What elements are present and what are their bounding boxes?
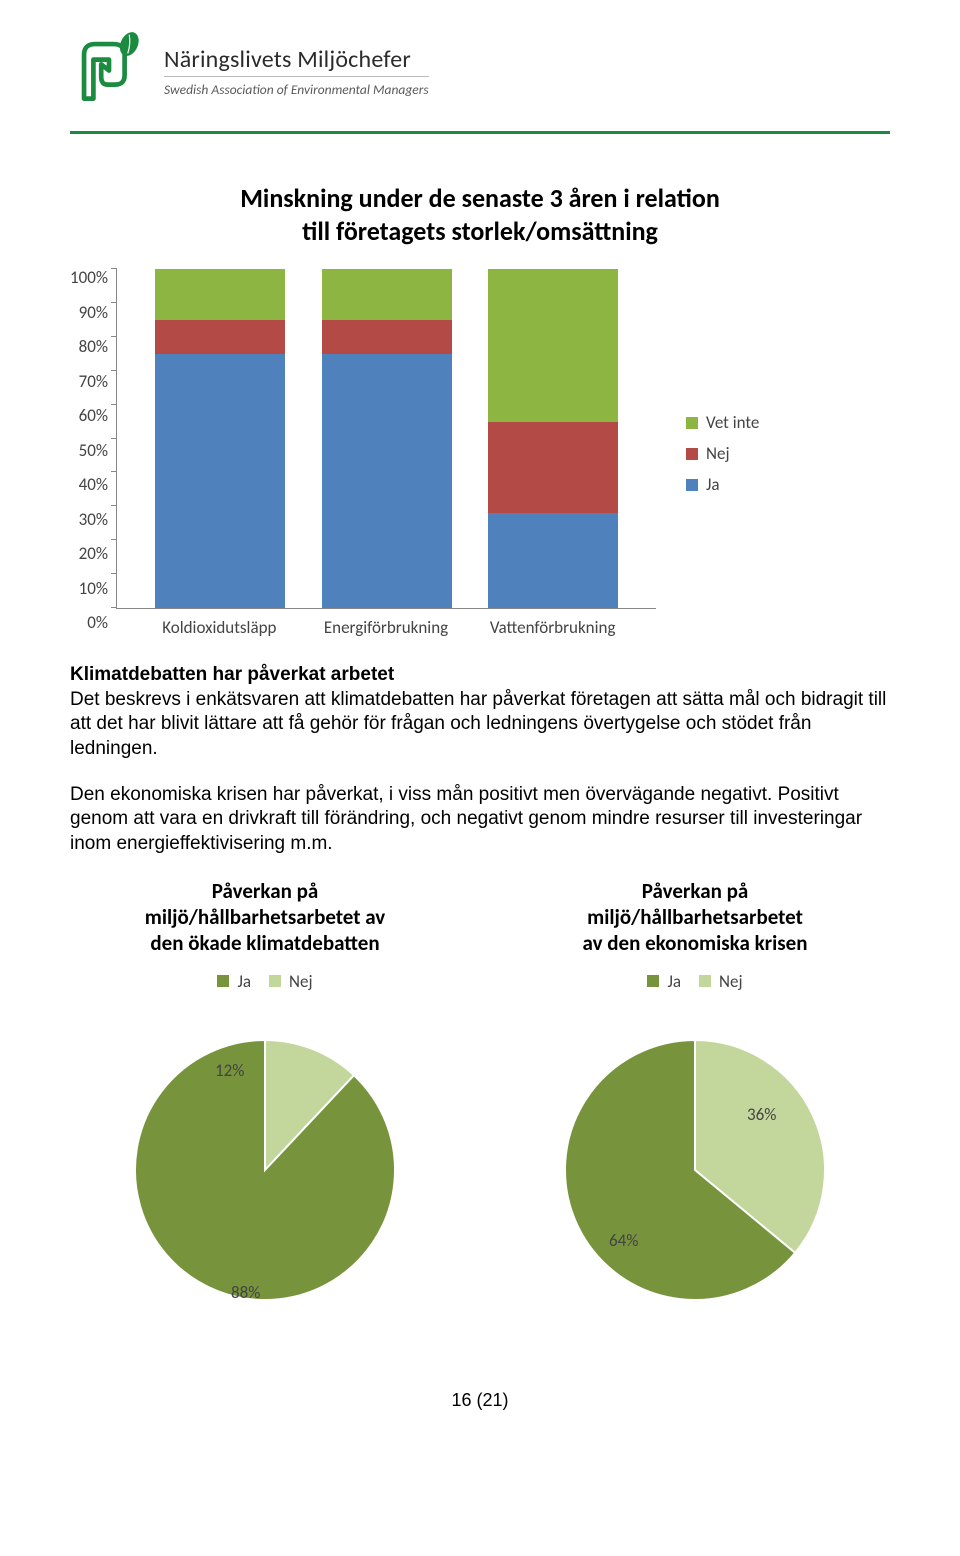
pie-klimat-svg: 12% 88% [115,1020,415,1320]
pie-kris-legend: Ja Nej [500,971,890,992]
pie-label-nej: 12% [215,1060,244,1081]
bar-chart-x-axis: Koldioxidutsläpp Energiförbrukning Vattenf… [116,609,656,638]
y-tick-label: 50% [70,442,108,459]
pie-charts-row: Påverkan på miljö/hållbarhetsarbetet av … [70,878,890,1320]
legend-ja-label: Ja [667,971,681,992]
x-tick-label: Vattenförbrukning [488,617,618,638]
org-subtitle: Swedish Association of Environmental Man… [164,76,429,98]
y-tick-label: 20% [70,545,108,562]
legend-item: Ja [686,474,759,495]
y-tick-label: 90% [70,304,108,321]
y-tick-label: 70% [70,373,108,390]
legend-label: Ja [706,474,720,495]
bar-segment [488,269,618,422]
legend-item: Vet inte [686,412,759,433]
pie-label-nej: 36% [747,1104,776,1125]
bar-chart-title-line1: Minskning under de senaste 3 åren i rela… [240,182,720,214]
legend-nej: Nej [699,971,743,992]
y-tick-label: 30% [70,511,108,528]
legend-nej-label: Nej [289,971,313,992]
header: Näringslivets Miljöchefer Swedish Associ… [70,30,890,131]
org-title: Näringslivets Miljöchefer [164,45,429,74]
pie-klimat-title: Påverkan på miljö/hållbarhetsarbetet av … [100,878,430,957]
pie-klimat-title-l3: den ökade klimatdebatten [150,930,379,956]
bar-segment [155,320,285,354]
legend-label: Vet inte [706,412,759,433]
bar-segment [322,320,452,354]
bar-chart-plot [116,269,656,609]
legend-swatch [686,479,698,491]
legend-swatch [686,417,698,429]
bar-segment [322,354,452,608]
y-tick-label: 10% [70,580,108,597]
bar-chart-plot-column: Koldioxidutsläpp Energiförbrukning Vattenf… [116,269,656,638]
bar-chart-title: Minskning under de senaste 3 åren i rela… [70,182,890,247]
legend-nej: Nej [269,971,313,992]
legend-item: Nej [686,443,759,464]
pie-kris-title-l1: Påverkan på [642,878,748,904]
org-text: Näringslivets Miljöchefer Swedish Associ… [164,45,429,98]
bar-segment [322,269,452,320]
bar-segment [155,269,285,320]
bar-chart-title-line2: till företagets storlek/omsättning [302,215,658,247]
bar-chart-area: 100% 90% 80% 70% 60% 50% 40% 30% 20% 10% 0% Koldio… [70,269,656,638]
pie-kris-svg: 36% 64% [545,1020,845,1320]
bar-chart-legend: Vet inte Nej Ja [686,412,759,495]
legend-ja: Ja [647,971,681,992]
legend-ja-label: Ja [237,971,251,992]
bar-stack [155,269,285,608]
legend-swatch [686,448,698,460]
header-divider [70,131,890,134]
pie-label-ja: 64% [609,1230,638,1251]
legend-ja: Ja [217,971,251,992]
x-tick-label: Energiförbrukning [321,617,451,638]
bar-stack [488,269,618,608]
page-footer: 16 (21) [70,1390,890,1411]
pie-kris-title-l3: av den ekonomiska krisen [583,930,808,956]
kris-body: Den ekonomiska krisen har påverkat, i vi… [70,783,890,856]
klimat-heading: Klimatdebatten har påverkat arbetet [70,664,890,686]
bar-segment [488,422,618,514]
bar-segment [155,354,285,608]
legend-label: Nej [706,443,730,464]
pie-chart-kris: Påverkan på miljö/hållbarhetsarbetet av … [500,878,890,1320]
bar-chart-y-axis: 100% 90% 80% 70% 60% 50% 40% 30% 20% 10% 0% [70,269,116,631]
logo-icon [70,30,148,113]
bar-segment [488,513,618,608]
pie-klimat-legend: Ja Nej [70,971,460,992]
x-tick-label: Koldioxidutsläpp [154,617,284,638]
pie-label-ja: 88% [231,1282,260,1303]
y-tick-label: 0% [70,614,108,631]
pie-kris-title-l2: miljö/hållbarhetsarbetet [587,904,803,930]
pie-klimat-title-l1: Påverkan på [212,878,318,904]
y-tick-label: 40% [70,476,108,493]
y-tick-label: 100% [70,269,108,286]
y-tick-label: 60% [70,407,108,424]
klimat-body: Det beskrevs i enkätsvaren att klimatdeb… [70,688,890,761]
y-tick-label: 80% [70,338,108,355]
pie-klimat-title-l2: miljö/hållbarhetsarbetet av [145,904,386,930]
pie-kris-title: Påverkan på miljö/hållbarhetsarbetet av … [530,878,860,957]
legend-nej-label: Nej [719,971,743,992]
bar-stack [322,269,452,608]
pie-chart-klimat: Påverkan på miljö/hållbarhetsarbetet av … [70,878,460,1320]
bar-chart: 100% 90% 80% 70% 60% 50% 40% 30% 20% 10% 0% Koldio… [70,269,890,638]
